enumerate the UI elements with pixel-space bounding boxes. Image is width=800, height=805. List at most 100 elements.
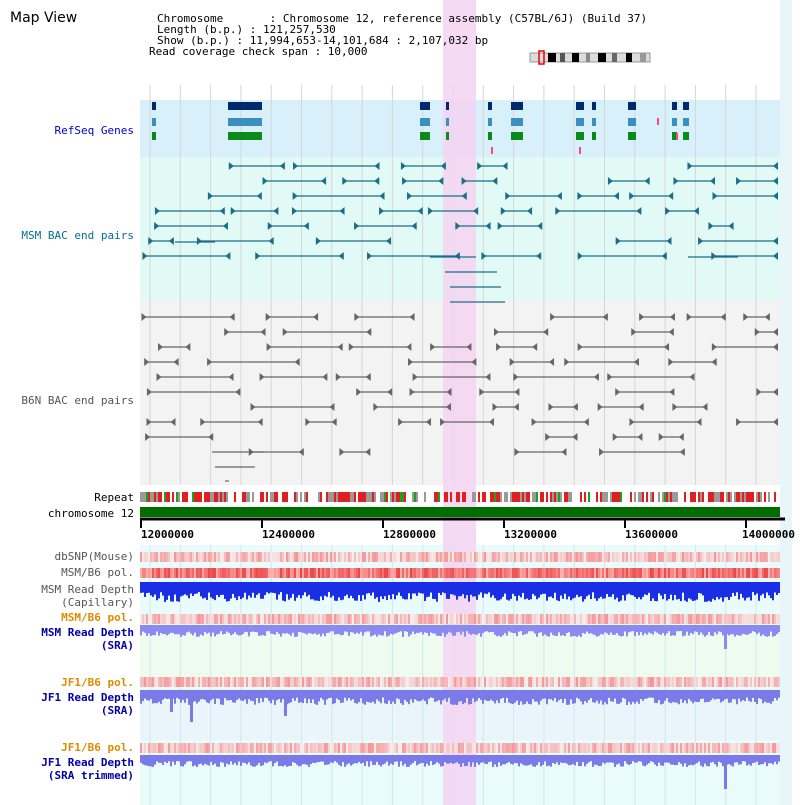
msm-capillary-depth (358, 582, 360, 596)
jf1-pol2-cell (300, 743, 302, 753)
jf1-sra-depth (324, 690, 326, 705)
jf1-pol-cell (568, 677, 570, 687)
msm-capillary-depth (762, 582, 764, 594)
msm-sra-depth (586, 625, 588, 632)
msm-pol2-cell (474, 614, 476, 624)
jf1-pol2-cell (158, 743, 160, 753)
msm-pol2-cell (316, 614, 318, 624)
msm-pol2-cell (280, 614, 282, 624)
gene-feature (592, 102, 596, 110)
gene-feature (488, 102, 492, 110)
b6n-bac-pair-end (156, 373, 162, 381)
msm-pol2-cell (160, 614, 162, 624)
jf1-pol-cell (150, 677, 152, 687)
jf1-trimmed-depth (140, 755, 142, 763)
gene-feature (576, 102, 584, 110)
repeat-block (396, 492, 398, 502)
msm-capillary-depth (174, 582, 176, 595)
jf1-sra-depth (378, 690, 380, 702)
jf1-pol-cell (252, 677, 254, 687)
jf1-sra-depth (630, 690, 632, 705)
msm-capillary-depth (494, 582, 496, 599)
msm-sra-depth (606, 625, 608, 634)
dbsnp-cell (282, 552, 284, 562)
jf1-pol2-cell (772, 743, 774, 753)
jf1-pol2-cell (274, 743, 276, 753)
repeat-block (524, 492, 526, 502)
msm-sra-depth (578, 625, 580, 636)
msm-capillary-depth (744, 582, 746, 601)
jf1-trimmed-depth (736, 755, 738, 763)
jf1-pol2-cell (708, 743, 710, 753)
msm-pol-cell (258, 568, 260, 578)
jf1-pol2-cell (402, 743, 404, 753)
jf1-pol-cell (534, 677, 536, 687)
jf1-pol2-cell (304, 743, 306, 753)
dbsnp-cell (530, 552, 532, 562)
jf1-trimmed-depth (326, 755, 328, 765)
jf1-pol2-cell (720, 743, 722, 753)
msm-pol-cell (268, 568, 270, 578)
jf1-pol-cell (676, 677, 678, 687)
dbsnp-cell (590, 552, 592, 562)
msm-capillary-depth (704, 582, 706, 602)
msm-bac-pair-end (502, 162, 508, 170)
msm-bac-pair-end (411, 222, 417, 230)
msm-sra-depth (488, 625, 490, 633)
jf1-sra-depth (504, 690, 506, 703)
ideogram-band (598, 53, 606, 62)
jf1-trimmed-depth (474, 755, 476, 767)
jf1-trimmed-depth (682, 755, 684, 767)
b6n-bac-pair-end (224, 328, 230, 336)
msm-pol2-cell (168, 614, 170, 624)
msm-capillary-depth (634, 582, 636, 597)
msm-sra-depth (670, 625, 672, 636)
jf1-pol-cell (224, 677, 226, 687)
jf1-trimmed-depth (224, 755, 226, 767)
jf1-trimmed-depth (518, 755, 520, 767)
msm-capillary-depth (424, 582, 426, 601)
dbsnp-cell (326, 552, 328, 562)
jf1-pol2-cell (640, 743, 642, 753)
jf1-trimmed-depth (322, 755, 324, 762)
dbsnp-cell (242, 552, 244, 562)
msm-pol-cell (648, 568, 650, 578)
dbsnp-cell (614, 552, 616, 562)
msm-capillary-depth (558, 582, 560, 602)
msm-sra-depth-spike (724, 625, 727, 649)
msm-sra-depth (548, 625, 550, 637)
msm-pol-cell (552, 568, 554, 578)
msm-capillary-depth (270, 582, 272, 593)
jf1-sra-depth (718, 690, 720, 699)
jf1-pol-cell (178, 677, 180, 687)
msm-capillary-depth (654, 582, 656, 601)
msm-sra-depth (560, 625, 562, 636)
msm-sra-depth (662, 625, 664, 633)
msm-capillary-depth (362, 582, 364, 596)
dbsnp-cell (148, 552, 150, 562)
jf1-pol-cell (744, 677, 746, 687)
jf1-trimmed-depth (510, 755, 512, 764)
repeat-block (564, 492, 566, 502)
jf1-trimmed-depth (482, 755, 484, 763)
msm-sra-depth (470, 625, 472, 635)
msm-sra-depth (234, 625, 236, 633)
msm-capillary-depth (668, 582, 670, 600)
msm-sra-depth (334, 625, 336, 635)
b6n-bac-pair-end (430, 343, 436, 351)
b6n-bac-pair-end (479, 388, 485, 396)
jf1-pol-cell (662, 677, 664, 687)
repeat-block (346, 492, 348, 502)
jf1-pol-cell (428, 677, 430, 687)
jf1-sra-depth (742, 690, 744, 701)
msm-pol2-cell (256, 614, 258, 624)
jf1-trimmed-depth (346, 755, 348, 765)
jf1-pol2-cell (392, 743, 394, 753)
jf1-pol-cell (410, 677, 412, 687)
msm-pol-cell (620, 568, 622, 578)
jf1-trimmed-depth (364, 755, 366, 767)
jf1-sra-depth (720, 690, 722, 703)
repeat-block (400, 492, 402, 502)
jf1-pol2-cell (302, 743, 304, 753)
